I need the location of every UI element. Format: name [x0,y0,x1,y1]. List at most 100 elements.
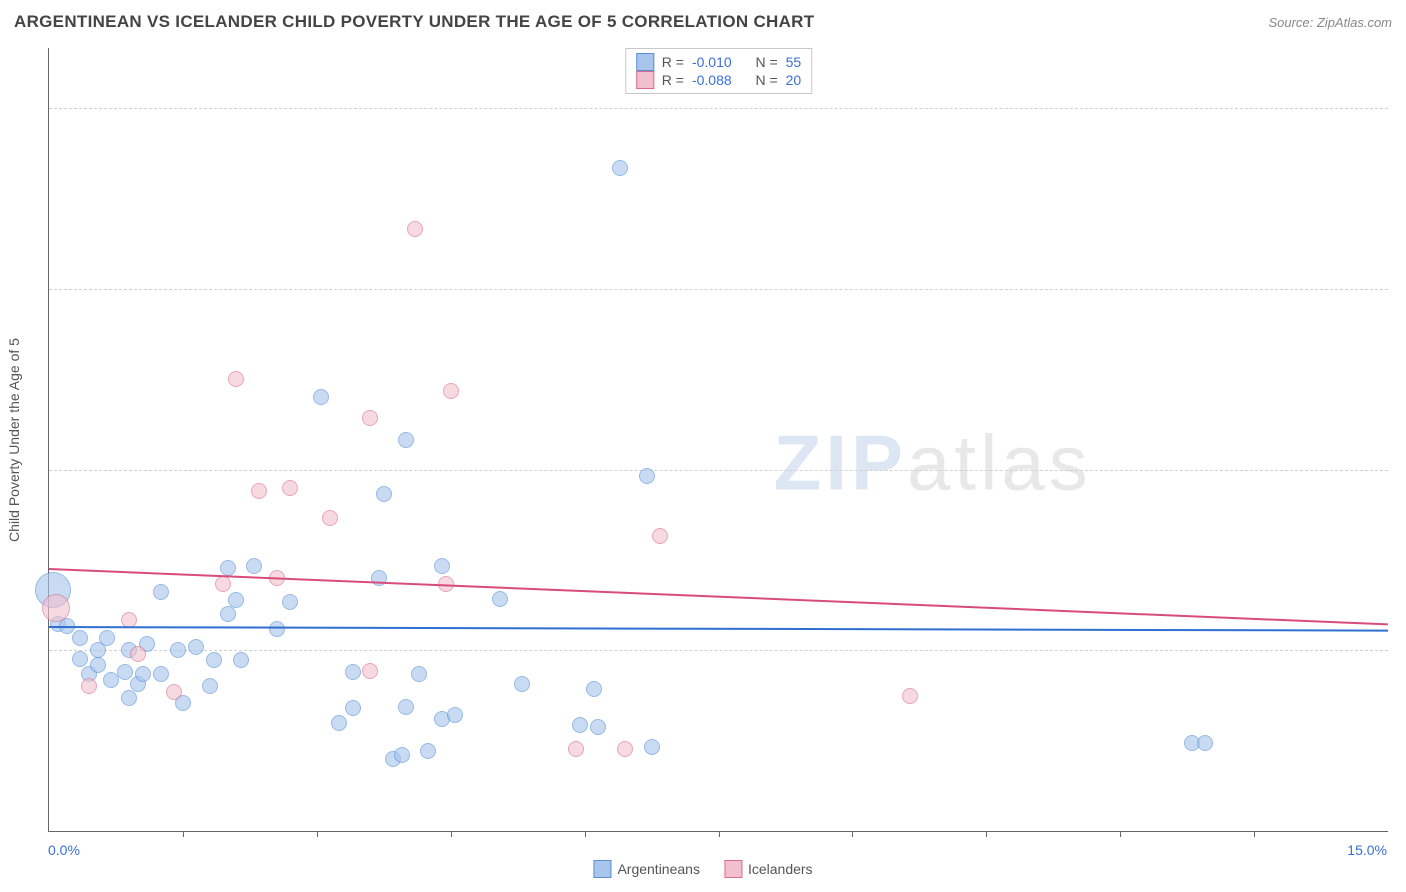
scatter-point [282,594,298,610]
scatter-point [90,657,106,673]
scatter-point [220,606,236,622]
scatter-point [362,410,378,426]
x-tick [317,831,318,837]
trend-line [49,568,1388,625]
x-tick [451,831,452,837]
gridline [49,289,1388,290]
y-tick-label: 60.0% [1392,100,1406,116]
scatter-point [362,663,378,679]
legend-swatch [636,71,654,89]
scatter-point [617,741,633,757]
scatter-point [121,690,137,706]
legend-item: Icelanders [724,860,813,878]
stat-label-n: N = [755,54,777,70]
y-tick-label: 30.0% [1392,462,1406,478]
scatter-point [42,594,70,622]
scatter-point [398,699,414,715]
stat-label-r: R = [662,54,684,70]
gridline [49,650,1388,651]
stat-label-n: N = [755,72,777,88]
watermark-atlas: atlas [907,418,1092,506]
scatter-point [313,389,329,405]
scatter-point [215,576,231,592]
scatter-point [170,642,186,658]
scatter-point [652,528,668,544]
scatter-point [206,652,222,668]
x-tick [1254,831,1255,837]
x-tick [585,831,586,837]
scatter-point [568,741,584,757]
scatter-point [153,584,169,600]
chart-source: Source: ZipAtlas.com [1268,15,1392,30]
x-tick [719,831,720,837]
scatter-point [228,592,244,608]
y-tick-label: 45.0% [1392,281,1406,297]
trend-line [49,626,1388,632]
y-tick-label: 15.0% [1392,642,1406,658]
scatter-point [572,717,588,733]
scatter-point [514,676,530,692]
stat-value-n: 20 [786,72,802,88]
watermark-zip: ZIP [774,418,907,506]
scatter-point [246,558,262,574]
gridline [49,470,1388,471]
scatter-point [398,432,414,448]
stat-label-r: R = [662,72,684,88]
scatter-point [434,558,450,574]
scatter-point [153,666,169,682]
stat-value-n: 55 [786,54,802,70]
scatter-point [251,483,267,499]
scatter-point [394,747,410,763]
scatter-point [130,646,146,662]
stats-row: R = -0.088 N = 20 [636,71,801,89]
scatter-point [420,743,436,759]
scatter-point [902,688,918,704]
scatter-point [322,510,338,526]
x-tick [183,831,184,837]
watermark: ZIPatlas [774,417,1092,508]
chart-header: ARGENTINEAN VS ICELANDER CHILD POVERTY U… [14,12,1392,32]
scatter-point [72,630,88,646]
bottom-legend: Argentineans Icelanders [593,860,812,878]
scatter-plot: ZIPatlas R =-0.010 N =55R =-0.088 N =20 … [48,48,1388,832]
scatter-point [443,383,459,399]
scatter-point [331,715,347,731]
scatter-point [282,480,298,496]
legend-swatch [724,860,742,878]
legend-item: Argentineans [593,860,700,878]
scatter-point [99,630,115,646]
stat-value-r: -0.010 [692,54,732,70]
legend-swatch [636,53,654,71]
stats-legend-box: R = -0.010 N = 55 R = -0.088 N = 20 [625,48,812,94]
legend-label: Icelanders [748,861,813,877]
scatter-point [639,468,655,484]
scatter-point [233,652,249,668]
stat-value-r: -0.088 [692,72,732,88]
x-tick-label: 0.0% [48,842,80,858]
x-tick-label: 15.0% [1347,842,1387,858]
scatter-point [586,681,602,697]
plot-area: Child Poverty Under the Age of 5 ZIPatla… [48,48,1388,832]
chart-title: ARGENTINEAN VS ICELANDER CHILD POVERTY U… [14,12,814,32]
stats-row: R = -0.010 N = 55 [636,53,801,71]
x-tick [986,831,987,837]
x-tick [852,831,853,837]
scatter-point [612,160,628,176]
legend-label: Argentineans [617,861,700,877]
scatter-point [1197,735,1213,751]
legend-swatch [593,860,611,878]
scatter-point [376,486,392,502]
scatter-point [202,678,218,694]
scatter-point [188,639,204,655]
scatter-point [72,651,88,667]
scatter-point [590,719,606,735]
scatter-point [644,739,660,755]
scatter-point [492,591,508,607]
scatter-point [135,666,151,682]
scatter-point [407,221,423,237]
x-tick [1120,831,1121,837]
scatter-point [411,666,427,682]
scatter-point [220,560,236,576]
y-axis-title: Child Poverty Under the Age of 5 [6,338,22,542]
scatter-point [228,371,244,387]
